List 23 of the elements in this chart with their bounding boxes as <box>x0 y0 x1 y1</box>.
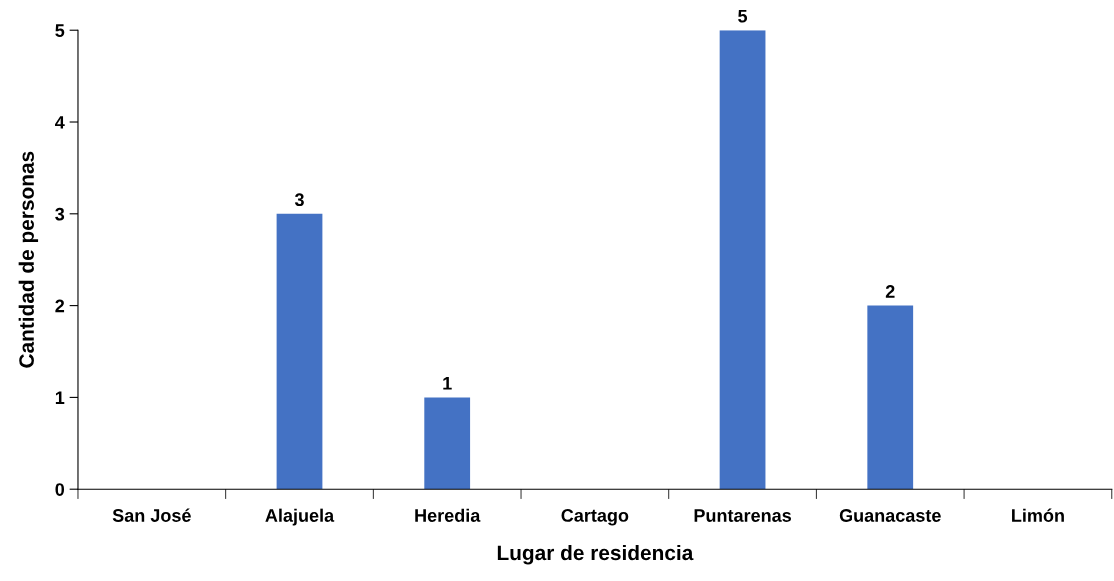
y-tick-label: 2 <box>55 299 65 313</box>
y-tick-label: 5 <box>55 24 65 37</box>
y-tick-label: 3 <box>55 207 65 221</box>
x-tick-label: Guanacaste <box>839 509 941 522</box>
bar <box>719 30 766 490</box>
bar <box>276 213 323 490</box>
bar <box>424 397 471 490</box>
x-tick-label: San José <box>112 508 191 522</box>
data-label: 1 <box>443 377 452 390</box>
y-axis-title: Cantidad de personas <box>18 151 39 368</box>
x-tick-label: Puntarenas <box>694 509 791 522</box>
y-tick-label: 0 <box>55 483 65 496</box>
x-tick-label: Heredia <box>415 508 481 522</box>
data-label: 3 <box>294 193 304 207</box>
y-tick-label: 1 <box>55 391 65 404</box>
data-label: 5 <box>738 9 748 23</box>
x-tick-label: Limón <box>1012 508 1064 522</box>
x-axis-title: Lugar de residencia <box>497 544 694 565</box>
bar <box>867 305 914 490</box>
x-tick-label: Alajuela <box>265 508 335 526</box>
y-tick-label: 4 <box>55 116 65 129</box>
data-label: 2 <box>885 285 895 298</box>
x-tick-label: Cartago <box>561 509 629 526</box>
